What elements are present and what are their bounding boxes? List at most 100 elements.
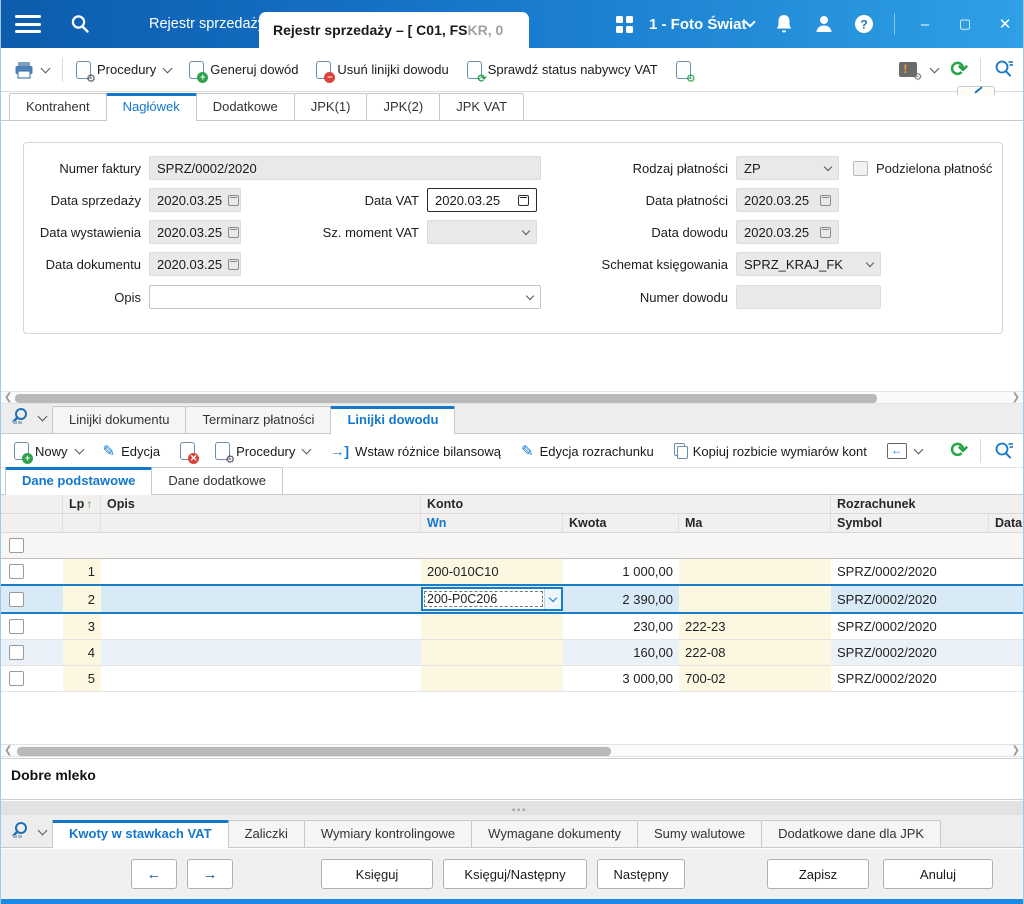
- row-checkbox[interactable]: [9, 564, 24, 579]
- grid-horizontal-scrollbar[interactable]: ❮ ❯: [1, 744, 1023, 757]
- tab-terminarz-platnosci[interactable]: Terminarz płatności: [185, 406, 332, 433]
- close-button[interactable]: ✕: [998, 16, 1012, 33]
- alert-chevron-icon[interactable]: [929, 63, 940, 73]
- column-header-rozrachunek[interactable]: Rozrachunek: [837, 497, 916, 511]
- tab-wymiary-kontrolingowe[interactable]: Wymiary kontrolingowe: [303, 820, 473, 847]
- nastepny-button[interactable]: Następny: [597, 859, 685, 889]
- help-icon[interactable]: ?: [854, 14, 874, 34]
- collapse-panel-icon[interactable]: ❮: [1022, 515, 1023, 531]
- data-platnosci-field[interactable]: 2020.03.25: [736, 188, 839, 212]
- edycja-rozrachunku-button[interactable]: ✎ Edycja rozrachunku: [516, 438, 659, 464]
- column-header-symbol[interactable]: Symbol: [831, 514, 989, 532]
- ksieguj-nastepny-button[interactable]: Księguj/Następny: [443, 859, 587, 889]
- scroll-right-icon[interactable]: ❯: [1011, 392, 1020, 403]
- sprawdz-status-vat-button[interactable]: ⟳ Sprawdź status nabywcy VAT: [462, 57, 663, 84]
- tab-jpk1[interactable]: JPK(1): [293, 93, 368, 120]
- calendar-icon[interactable]: [228, 258, 240, 270]
- table-row[interactable]: 4 160,00 222-08 SPRZ/0002/2020: [1, 640, 1023, 666]
- app-tab-rejestr-sprzedazy[interactable]: Rejestr sprzedaży: [149, 16, 266, 32]
- form-horizontal-scrollbar[interactable]: ❮ ❯: [1, 391, 1023, 404]
- print-button[interactable]: [9, 57, 54, 83]
- user-profile-icon[interactable]: [814, 14, 834, 34]
- tab-naglowek[interactable]: Nagłówek: [105, 93, 197, 121]
- scrollbar-thumb[interactable]: [15, 394, 877, 403]
- previous-record-button[interactable]: ←: [131, 859, 177, 889]
- company-chevron-down-icon[interactable]: [744, 16, 756, 28]
- column-header-wn[interactable]: Wn: [421, 514, 563, 532]
- scrollbar-thumb[interactable]: [17, 747, 611, 756]
- data-dokumentu-field[interactable]: 2020.03.25: [149, 252, 241, 276]
- column-header-konto[interactable]: Konto: [421, 495, 831, 513]
- scroll-right-icon[interactable]: ❯: [1011, 745, 1020, 756]
- panel-splitter[interactable]: •••: [1, 801, 1023, 815]
- data-dowodu-field[interactable]: 2020.03.25: [736, 220, 839, 244]
- table-row[interactable]: 1 200-010C10 1 000,00 SPRZ/0002/2020: [1, 559, 1023, 585]
- data-sprzedazy-field[interactable]: 2020.03.25: [149, 188, 241, 212]
- table-row[interactable]: 5 3 000,00 700-02 SPRZ/0002/2020: [1, 666, 1023, 692]
- opis-select[interactable]: [149, 285, 541, 309]
- row-checkbox[interactable]: [9, 645, 24, 660]
- edycja-button[interactable]: ✎ Edycja: [98, 438, 166, 464]
- maximize-button[interactable]: ▢: [958, 16, 972, 31]
- scroll-left-icon[interactable]: ❮: [4, 392, 13, 403]
- konto-wn-editor-value[interactable]: 200-P0C206: [423, 590, 544, 608]
- usun-button[interactable]: ✕: [175, 438, 200, 464]
- tab-dodatkowe-dane-jpk[interactable]: Dodatkowe dane dla JPK: [761, 820, 942, 847]
- anuluj-button[interactable]: Anuluj: [883, 859, 993, 889]
- table-row-selected[interactable]: 2 200-P0C206 2 390,00 SPRZ/0002/2020: [1, 584, 1023, 614]
- usun-linijki-button[interactable]: − Usuń linijki dowodu: [311, 57, 453, 83]
- next-record-button[interactable]: →: [187, 859, 233, 889]
- column-header-opis[interactable]: Opis: [101, 495, 421, 513]
- konto-wn-combo-editor[interactable]: 200-P0C206: [421, 587, 563, 611]
- tab-wymagane-dokumenty[interactable]: Wymagane dokumenty: [471, 820, 639, 847]
- calendar-icon[interactable]: [518, 194, 529, 206]
- apps-grid-icon[interactable]: [616, 15, 633, 33]
- splitter-handle-icon[interactable]: •••: [512, 805, 528, 815]
- refresh-icon[interactable]: ⟳: [950, 439, 968, 462]
- row-checkbox[interactable]: [9, 591, 24, 607]
- hamburger-menu-icon[interactable]: [15, 15, 41, 33]
- tab-sumy-walutowe[interactable]: Sumy walutowe: [637, 820, 763, 847]
- locator-search-icon[interactable]: [993, 440, 1015, 463]
- tab-kwoty-w-stawkach-vat[interactable]: Kwoty w stawkach VAT: [52, 820, 229, 848]
- wstaw-roznice-button[interactable]: →] Wstaw różnice bilansową: [325, 439, 506, 463]
- column-header-kwota[interactable]: Kwota: [563, 514, 679, 532]
- alert-settings-icon[interactable]: [899, 62, 922, 83]
- calendar-icon[interactable]: [820, 226, 831, 238]
- document-tab[interactable]: Rejestr sprzedaży – [ C01, FS KR, 0: [259, 12, 529, 48]
- calendar-icon[interactable]: [228, 226, 240, 238]
- generuj-dowod-button[interactable]: + Generuj dowód: [184, 57, 303, 83]
- tab-jpk2[interactable]: JPK(2): [366, 93, 441, 120]
- notifications-bell-icon[interactable]: [774, 13, 794, 35]
- tab-dane-podstawowe[interactable]: Dane podstawowe: [5, 467, 153, 495]
- settings-doc-button[interactable]: ⚙: [671, 57, 696, 84]
- calendar-icon[interactable]: [820, 194, 831, 206]
- tab-dane-dodatkowe[interactable]: Dane dodatkowe: [151, 467, 283, 494]
- combo-dropdown-button[interactable]: [544, 589, 561, 609]
- rodzaj-platnosci-select[interactable]: ZP: [736, 156, 839, 180]
- column-header-ma[interactable]: Ma: [679, 514, 831, 532]
- view-organizer-chevron-icon[interactable]: [37, 825, 48, 835]
- ksieguj-button[interactable]: Księguj: [321, 859, 433, 889]
- row-checkbox[interactable]: [9, 671, 24, 686]
- tab-dodatkowe[interactable]: Dodatkowe: [195, 93, 295, 120]
- sz-moment-vat-select[interactable]: [427, 220, 537, 244]
- column-header-lp[interactable]: Lp ↑: [63, 495, 101, 513]
- scroll-left-icon[interactable]: ❮: [4, 745, 13, 756]
- search-icon[interactable]: [69, 13, 91, 35]
- tab-zaliczki[interactable]: Zaliczki: [227, 820, 305, 847]
- table-row[interactable]: 3 230,00 222-23 SPRZ/0002/2020: [1, 614, 1023, 640]
- tab-linijki-dowodu[interactable]: Linijki dowodu: [330, 406, 456, 434]
- zapisz-button[interactable]: Zapisz: [767, 859, 869, 889]
- tab-jpk-vat[interactable]: JPK VAT: [439, 93, 525, 120]
- locator-search-icon[interactable]: [993, 58, 1015, 81]
- minimize-button[interactable]: –: [920, 15, 930, 33]
- column-header-data[interactable]: Data❮: [989, 514, 1023, 532]
- podzielona-platnosc-checkbox[interactable]: [853, 160, 868, 176]
- view-organizer-icon[interactable]: [9, 406, 31, 429]
- grid-filter-row[interactable]: [1, 533, 1023, 559]
- print-chevron-icon[interactable]: [40, 63, 51, 73]
- move-column-button[interactable]: ←: [882, 439, 927, 463]
- data-wystawienia-field[interactable]: 2020.03.25: [149, 220, 241, 244]
- select-all-checkbox[interactable]: [9, 538, 24, 553]
